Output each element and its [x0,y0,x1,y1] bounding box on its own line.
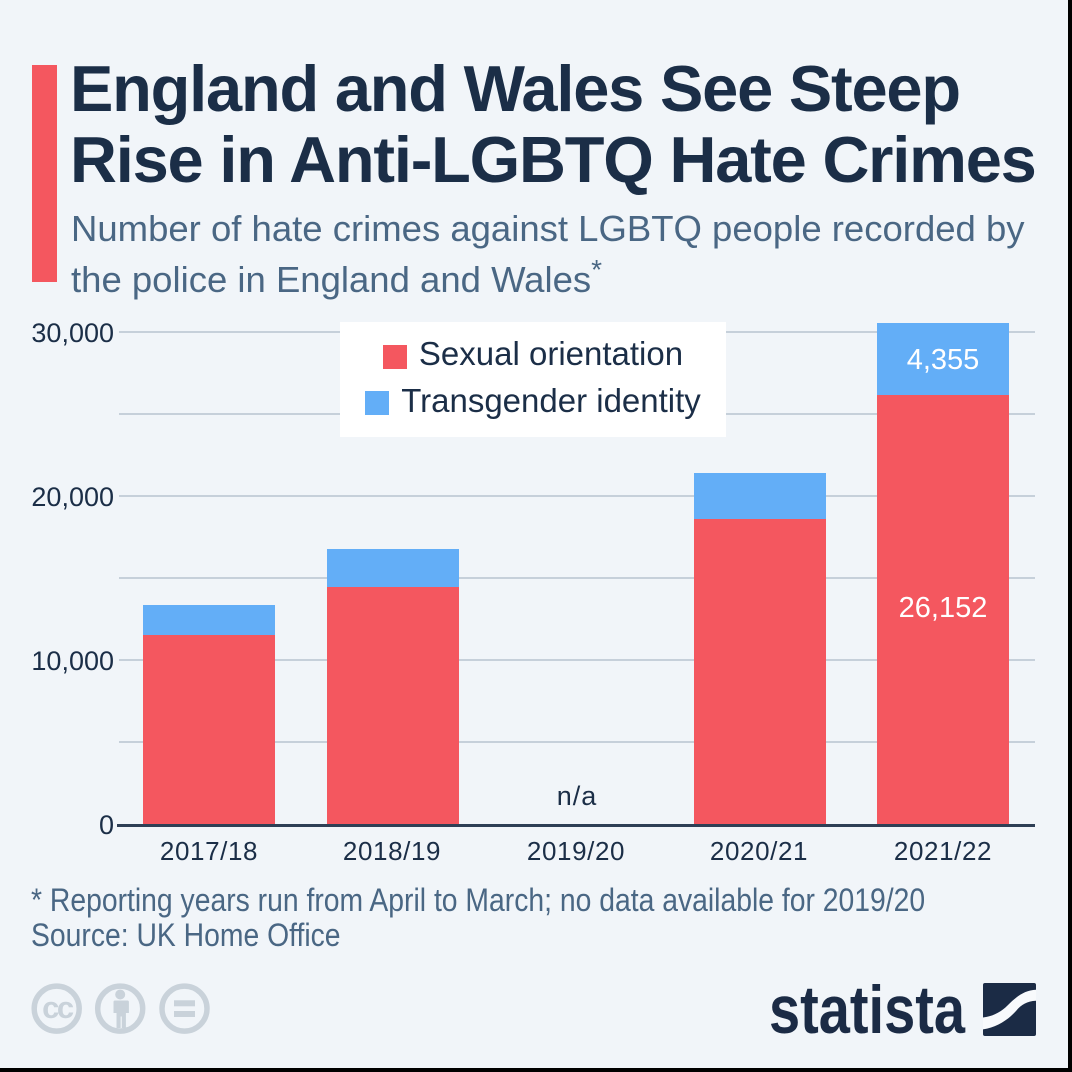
svg-text:cc: cc [42,990,74,1025]
svg-text:statista: statista [769,975,966,1045]
